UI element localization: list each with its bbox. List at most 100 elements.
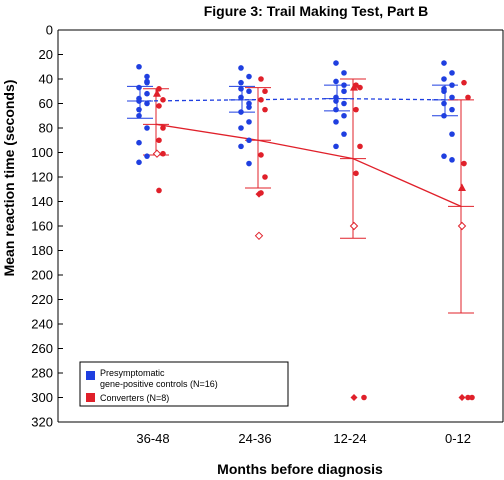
legend-label-controls-line1: Presymptomatic [100, 368, 165, 378]
controls-point [449, 106, 455, 113]
converters-triangle-marker [350, 83, 358, 91]
y-tick-label: 200 [31, 268, 53, 283]
y-tick-label: 120 [31, 170, 53, 185]
controls-point [449, 157, 455, 163]
controls-point [341, 82, 347, 88]
controls-point [136, 159, 142, 166]
controls-point [238, 79, 244, 86]
converters-filled-diamond-marker [255, 190, 263, 198]
converters-point [461, 79, 467, 86]
controls-point [238, 143, 244, 150]
converters-mean-line [155, 123, 462, 207]
controls-point [246, 88, 252, 95]
x-tick-label: 0-12 [445, 431, 471, 446]
controls-point [449, 82, 455, 88]
y-axis-label: Mean reaction time (seconds) [1, 80, 17, 277]
controls-point [144, 90, 150, 97]
converters-open-diamond-marker [457, 221, 467, 231]
controls-point [341, 112, 347, 119]
y-tick-label: 260 [31, 341, 53, 356]
converters-point [156, 103, 162, 109]
controls-point [144, 79, 150, 86]
controls-point [246, 137, 252, 144]
controls-point [144, 100, 150, 107]
x-tick-label: 24-36 [238, 431, 271, 446]
converters-point [160, 125, 166, 131]
converters-point [262, 88, 268, 95]
controls-point [341, 88, 347, 95]
legend-label-controls-line2: gene-positive controls (N=16) [100, 379, 218, 389]
controls-point [144, 73, 150, 80]
controls-point [246, 119, 252, 125]
y-tick-label: 240 [31, 317, 53, 332]
controls-point [449, 70, 455, 76]
controls-mean-line [139, 97, 446, 102]
x-axis-label: Months before diagnosis [217, 461, 383, 477]
y-tick-label: 40 [39, 72, 53, 87]
controls-point [441, 86, 447, 92]
converters-triangle-marker [153, 89, 161, 97]
legend-label-converters: Converters (N=8) [100, 393, 169, 403]
controls-point [333, 98, 339, 104]
controls-point [238, 109, 244, 115]
converters-point [461, 160, 467, 167]
controls-point [246, 160, 252, 167]
controls-point [238, 86, 244, 92]
controls-point [136, 63, 142, 70]
controls-point [246, 73, 252, 80]
y-tick-label: 140 [31, 194, 53, 209]
chart-title: Figure 3: Trail Making Test, Part B [204, 3, 429, 19]
converters-point [258, 152, 264, 158]
x-tick-label: 12-24 [333, 431, 366, 446]
legend-swatch-converters [86, 393, 95, 402]
converters-point [353, 170, 359, 177]
controls-point [441, 100, 447, 107]
controls-point [136, 95, 142, 102]
converters-point [262, 174, 268, 180]
controls-point [441, 153, 447, 159]
controls-point [238, 94, 244, 101]
y-tick-label: 0 [46, 23, 53, 38]
controls-point [341, 70, 347, 76]
controls-point [238, 125, 244, 131]
controls-point [441, 60, 447, 66]
controls-point [441, 76, 447, 82]
controls-point [333, 119, 339, 125]
y-tick-label: 60 [39, 96, 53, 111]
controls-point [144, 153, 150, 159]
converters-filled-diamond-marker [350, 394, 358, 401]
y-tick-label: 100 [31, 145, 53, 160]
y-tick-label: 160 [31, 219, 53, 234]
converters-point [465, 94, 471, 101]
controls-point [333, 78, 339, 85]
legend-box [79, 361, 289, 407]
controls-point [341, 100, 347, 107]
converters-point [258, 76, 264, 82]
y-tick-label: 300 [31, 390, 53, 405]
converters-point [357, 84, 363, 91]
controls-point [246, 104, 252, 110]
converters-triangle-marker [458, 183, 466, 192]
controls-point [238, 65, 244, 71]
plot-area: 0 20 40 60 80 100 120 140 160 180 200 220 240 260 280 3… [31, 23, 504, 446]
converters-filled-diamond-marker [458, 394, 466, 401]
converters-open-diamond-marker [254, 231, 264, 241]
controls-point [144, 125, 150, 131]
y-tick-label: 280 [31, 366, 53, 381]
converters-point [262, 106, 268, 113]
controls-point [136, 84, 142, 91]
converters-open-diamond-marker [349, 221, 359, 231]
y-tick-label: 20 [39, 47, 53, 62]
converters-open-diamond-marker [152, 149, 162, 158]
y-tick-label: 80 [39, 121, 53, 136]
controls-point [136, 112, 142, 119]
converters-point [469, 394, 475, 401]
x-tick-label: 36-48 [136, 431, 169, 446]
controls-point [449, 94, 455, 101]
converters-point [353, 106, 359, 113]
y-tick-label: 220 [31, 292, 53, 307]
controls-point [341, 131, 347, 137]
controls-point [333, 143, 339, 150]
y-tick-label: 320 [31, 415, 53, 430]
